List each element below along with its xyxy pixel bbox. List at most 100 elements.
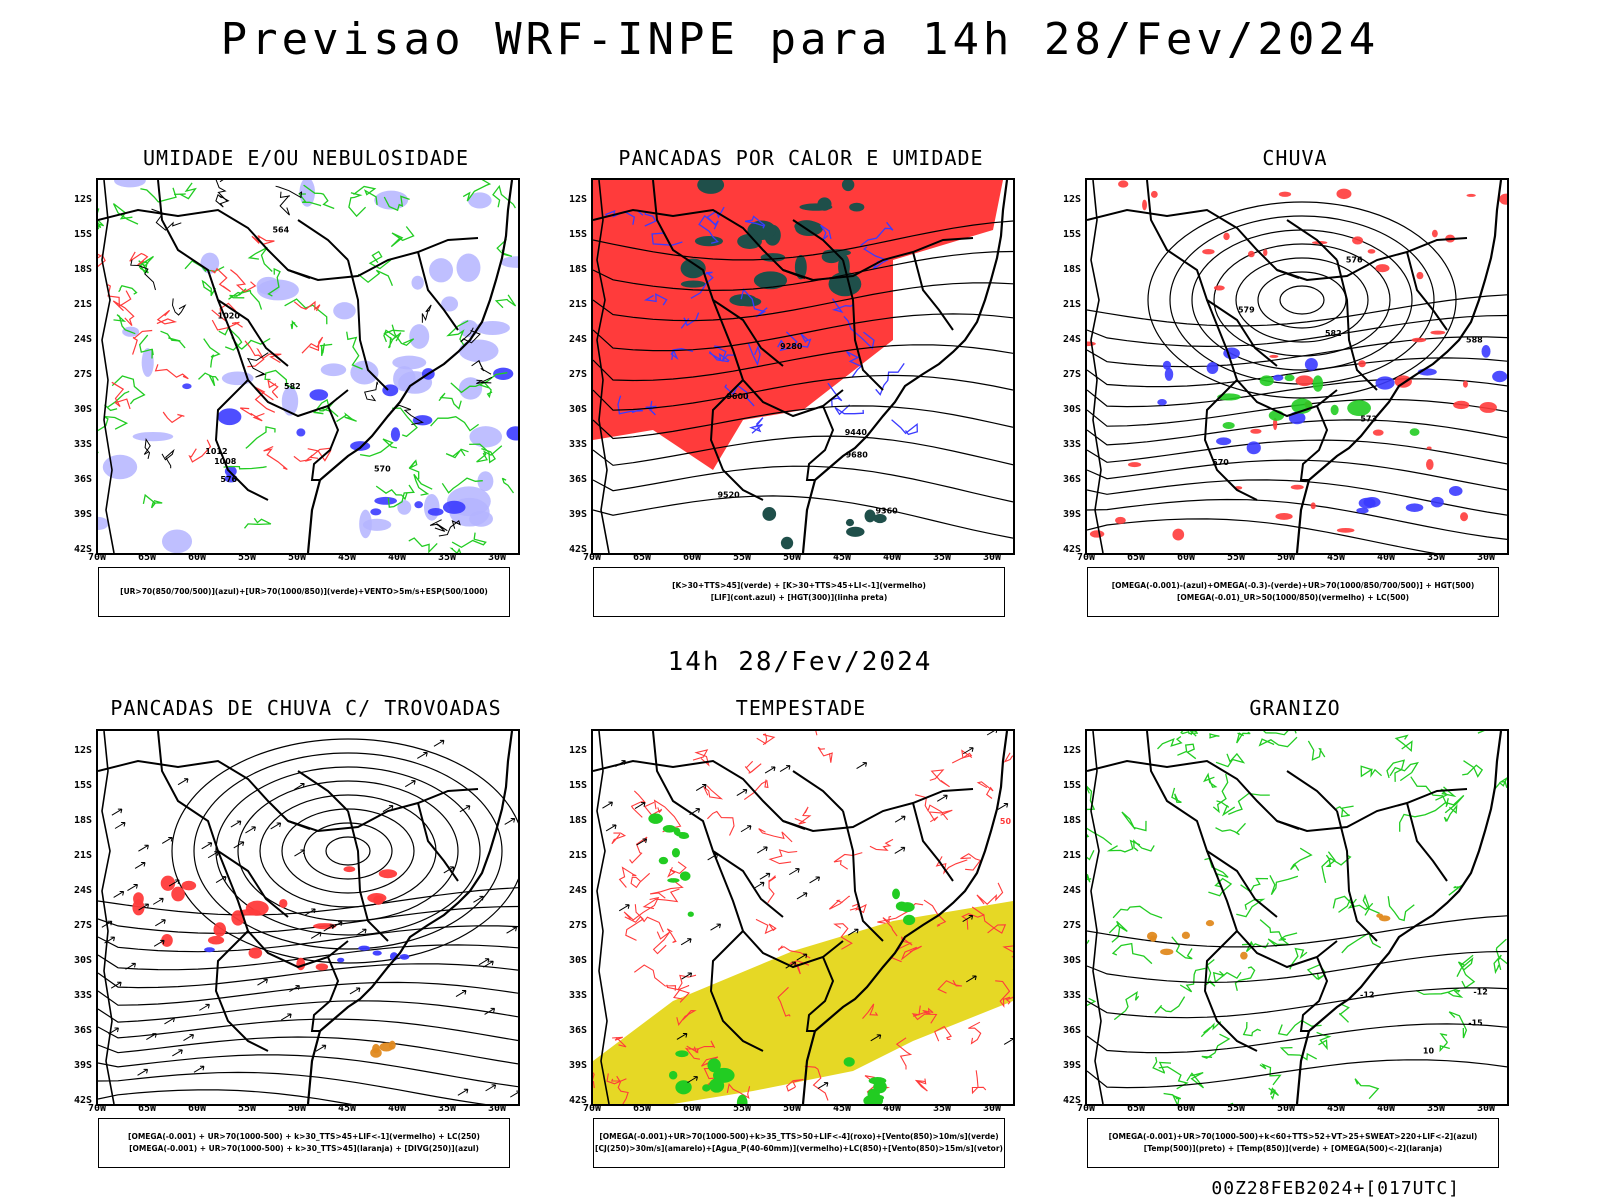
map-feature (492, 184, 516, 209)
lat-tick-label: 36S (73, 1025, 92, 1036)
map-feature (347, 810, 389, 942)
lon-tick-label: 40W (882, 552, 902, 563)
map-feature (223, 465, 267, 470)
lon-tick-label: 40W (882, 1103, 902, 1114)
map-feature (1087, 378, 1507, 408)
map-feature (995, 980, 1011, 1008)
map-feature (1142, 199, 1147, 211)
map-feature (843, 315, 875, 350)
map-feature (997, 803, 1009, 810)
map-feature (1169, 215, 1435, 385)
map-feature (667, 861, 687, 878)
map-feature (681, 972, 693, 980)
map-feature (1268, 1087, 1279, 1100)
map-feature (279, 898, 288, 908)
lat-tick-label: 33S (1062, 439, 1081, 450)
map-feature (1191, 229, 1413, 371)
map-feature (160, 330, 186, 349)
map-feature (312, 398, 339, 418)
map-feature (1410, 776, 1449, 807)
map-feature (113, 890, 125, 898)
map-feature (350, 360, 379, 385)
lat-tick-label: 36S (568, 1025, 587, 1036)
map-feature (171, 886, 185, 902)
map-feature (744, 215, 766, 229)
map-feature (168, 879, 180, 887)
map-feature (215, 876, 227, 883)
lon-tick-label: 60W (187, 1103, 207, 1114)
lon-tick-label: 65W (137, 552, 157, 563)
map-granizo: -12 -15 -12 10 (1085, 729, 1509, 1106)
map-feature (593, 180, 1003, 470)
contour-label: 9600 (726, 392, 749, 401)
map-feature (778, 945, 811, 959)
map-feature (1236, 898, 1266, 918)
map-feature (1003, 752, 1013, 763)
map-feature (348, 192, 367, 218)
lat-tick-label: 15S (568, 780, 587, 791)
map-feature (161, 836, 173, 844)
map-feature (1171, 787, 1182, 803)
map-feature (951, 749, 973, 764)
map-feature (248, 947, 263, 959)
map-feature (157, 731, 289, 918)
contour-label: 10 (1423, 1047, 1435, 1056)
map-feature (102, 454, 138, 480)
map-feature (864, 1075, 891, 1093)
map-feature (1087, 850, 1095, 861)
map-feature (1087, 939, 1090, 945)
legend-tempestade: [OMEGA(-0.001)+UR>70(1000-500)+k>35_TTS>… (593, 1118, 1005, 1168)
map-feature (1259, 375, 1274, 387)
map-feature (737, 233, 762, 249)
map-feature (210, 267, 231, 293)
map-feature (1275, 513, 1293, 520)
map-feature (1409, 428, 1420, 436)
contour-label: 1012 (205, 447, 227, 456)
map-feature (1416, 271, 1424, 280)
lat-tick-label: 39S (568, 1060, 587, 1071)
map-feature (1290, 484, 1304, 490)
lat-tick-label: 18S (73, 815, 92, 826)
map-feature (355, 928, 367, 936)
map-feature (484, 1007, 496, 1015)
map-feature (142, 493, 163, 509)
map-feature (764, 766, 776, 774)
lat-tick-label: 39S (568, 509, 587, 520)
map-feature (319, 343, 333, 357)
map-feature (1336, 259, 1378, 391)
map-feature (1338, 1003, 1350, 1023)
lat-tick-label: 30S (1062, 404, 1081, 415)
map-feature (643, 293, 668, 306)
main-title: Previsao WRF-INPE para 14h 28/Fev/2024 (220, 14, 1380, 65)
map-feature (1375, 264, 1390, 273)
map-feature (928, 809, 953, 823)
map-feature (500, 256, 518, 268)
map-feature (161, 529, 193, 553)
map-feature (458, 377, 483, 400)
contour-label: 579 (1238, 305, 1255, 314)
map-feature (1121, 811, 1147, 832)
map-feature (1181, 931, 1190, 940)
lon-tick-label: 65W (1126, 552, 1146, 563)
lon-tick-label: 45W (337, 1103, 357, 1114)
map-feature (633, 964, 677, 991)
map-feature (1272, 417, 1278, 431)
map-feature (201, 842, 213, 850)
map-feature (658, 856, 669, 865)
map-feature (1499, 193, 1507, 205)
map-feature (429, 519, 448, 532)
legend-line: [CJ(250)>30m/s](amarelo)+[Agua_P(40-60mm… (595, 1144, 1003, 1153)
legend-trovoadas: [OMEGA(-0.001) + UR>70(1000-500) + k>30_… (98, 1118, 510, 1168)
map-feature (1157, 735, 1183, 750)
contour-label: 9680 (846, 450, 869, 459)
map-feature (214, 379, 269, 501)
map-feature (636, 838, 648, 846)
map-feature (245, 426, 276, 449)
map-feature (1386, 759, 1406, 782)
map-feature (346, 331, 363, 370)
map-feature (417, 251, 459, 331)
map-feature (1447, 990, 1464, 998)
lon-tick-label: 70W (582, 552, 602, 563)
map-feature (709, 930, 764, 1052)
